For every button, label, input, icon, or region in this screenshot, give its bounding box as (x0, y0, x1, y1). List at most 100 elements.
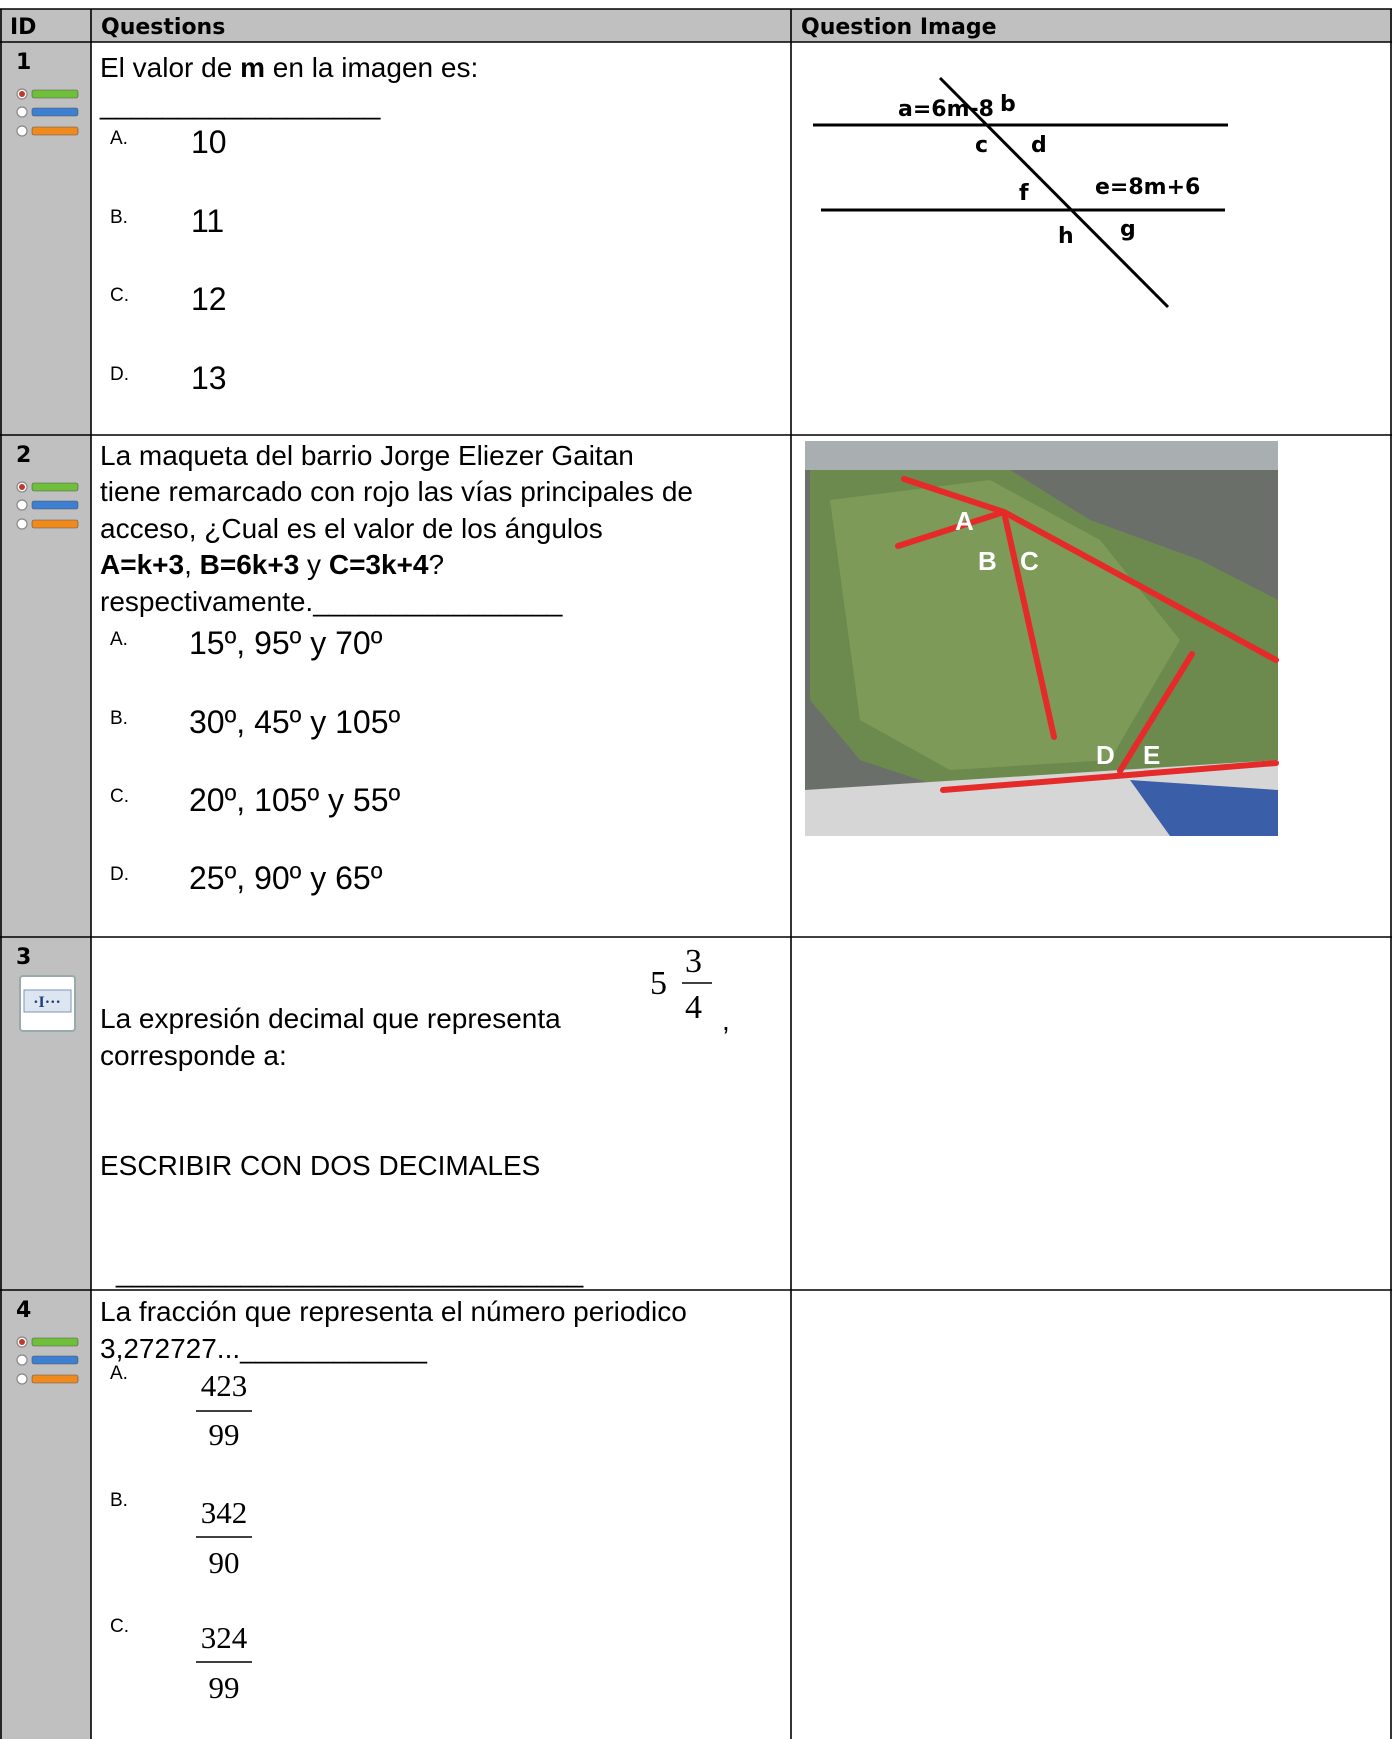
prompt-line: La fracción que representa el número per… (100, 1296, 687, 1327)
prompt-segment: B=6k+3 (200, 549, 300, 580)
radio (16, 1354, 28, 1366)
option-answer: 13 (191, 360, 227, 396)
prompt-segment: La fracción que representa el número per… (100, 1296, 687, 1327)
option-letter: C. (110, 1616, 129, 1637)
multiple-choice-icon (16, 88, 79, 137)
prompt-segment: __________________ (99, 89, 381, 120)
option-letter: A. (110, 629, 128, 650)
svg-text:·I···: ·I··· (33, 994, 61, 1011)
option-letter: B. (110, 708, 128, 729)
radio-dot (19, 484, 25, 490)
text-entry-icon: ·I··· (19, 975, 76, 1032)
fraction-numerator: 423 (201, 1368, 248, 1403)
option-answer: 15º, 95º y 70º (189, 625, 383, 661)
bar (31, 107, 79, 117)
prompt-segment: 3,272727...____________ (100, 1333, 427, 1364)
prompt-line: respectivamente.________________ (100, 586, 563, 617)
diagram-label: h (1058, 224, 1074, 249)
option-letter: D. (110, 364, 129, 385)
prompt-segment: La maqueta del barrio Jorge Eliezer Gait… (100, 440, 634, 471)
radio (16, 518, 28, 530)
option-letter: B. (110, 207, 128, 228)
option-letter: A. (110, 128, 128, 149)
option-answer: 12 (191, 281, 227, 317)
prompt-line: 3,272727...____________ (100, 1333, 427, 1364)
diagram-label: g (1120, 217, 1136, 242)
radio (16, 125, 28, 137)
prompt-segment: tiene remarcado con rojo las vías princi… (100, 476, 693, 507)
bar (31, 1355, 79, 1365)
instruction: ESCRIBIR CON DOS DECIMALES (100, 1150, 540, 1181)
row-id: 2 (16, 443, 31, 468)
prompt-line: La maqueta del barrio Jorge Eliezer Gait… (100, 440, 634, 471)
option-answer: 30º, 45º y 105º (189, 704, 401, 740)
diagram-label: b (1000, 92, 1016, 117)
option-letter: B. (110, 1490, 128, 1511)
prompt-segment: El valor de (100, 52, 240, 83)
row-id: 3 (16, 945, 31, 970)
option-answer: 20º, 105º y 55º (189, 782, 401, 818)
prompt-segment: acceso, ¿Cual es el valor de los ángulos (100, 513, 603, 544)
radio-dot (19, 91, 25, 97)
header-id: ID (10, 15, 36, 40)
photo-label: C (1020, 546, 1039, 576)
prompt-segment: en la imagen es: (265, 52, 478, 83)
row-id: 1 (16, 50, 31, 75)
option-letter: D. (110, 864, 129, 885)
prompt-segment: A=k+3 (100, 549, 184, 580)
prompt-segment: C=3k+4 (329, 549, 429, 580)
prompt-line: __________________ (99, 89, 381, 120)
bar (31, 126, 79, 136)
diagram-label: e=8m+6 (1095, 175, 1200, 200)
prompt-segment: y (299, 549, 329, 580)
option-answer: 25º, 90º y 65º (189, 860, 383, 896)
mixed-whole: 5 (650, 965, 667, 1002)
multiple-choice-icon (16, 481, 79, 530)
radio (16, 106, 28, 118)
prompt-segment: respectivamente.________________ (100, 586, 563, 617)
bar (31, 89, 79, 99)
model-photo (805, 441, 1279, 836)
prompt-line: tiene remarcado con rojo las vías princi… (100, 476, 693, 507)
radio (16, 499, 28, 511)
prompt-segment: La expresión decimal que representa (100, 1003, 561, 1034)
prompt-segment: m (240, 52, 265, 83)
fraction-denominator: 90 (209, 1545, 240, 1580)
option-letter: A. (110, 1363, 128, 1384)
row-id: 4 (16, 1298, 31, 1323)
diagram-label: d (1031, 133, 1047, 158)
prompt-segment: corresponde a: (100, 1040, 287, 1071)
radio (16, 1373, 28, 1385)
photo-label: D (1096, 740, 1115, 770)
prompt-segment: ? (428, 549, 444, 580)
comma: , (722, 1005, 730, 1036)
fraction-denominator: 99 (209, 1417, 240, 1452)
prompt-line: La expresión decimal que representa (100, 1003, 561, 1034)
diagram-label: f (1019, 181, 1029, 206)
bar (31, 1337, 79, 1347)
diagram-label: c (975, 133, 988, 158)
mixed-numerator: 3 (685, 943, 702, 980)
grid (0, 8, 1392, 1739)
bar (31, 519, 79, 529)
bar (31, 1374, 79, 1384)
radio-dot (19, 1339, 25, 1345)
photo-label: B (978, 546, 997, 576)
option-letter: C. (110, 285, 129, 306)
angle-diagram (813, 76, 1228, 309)
header-questions: Questions (101, 15, 225, 40)
prompt-line: El valor de m en la imagen es: (100, 52, 478, 83)
bar (31, 482, 79, 492)
prompt-line: A=k+3, B=6k+3 y C=3k+4? (100, 549, 444, 580)
id-column-bg (0, 9, 91, 1739)
bar (31, 500, 79, 510)
diagram-label: a=6m-8 (898, 97, 994, 122)
fraction-denominator: 99 (209, 1670, 240, 1705)
header-image: Question Image (801, 15, 997, 40)
option-answer: 11 (191, 203, 224, 239)
photo-label: E (1143, 740, 1160, 770)
prompt-segment: , (184, 549, 200, 580)
mixed-denominator: 4 (685, 989, 702, 1026)
prompt-line: acceso, ¿Cual es el valor de los ángulos (100, 513, 603, 544)
